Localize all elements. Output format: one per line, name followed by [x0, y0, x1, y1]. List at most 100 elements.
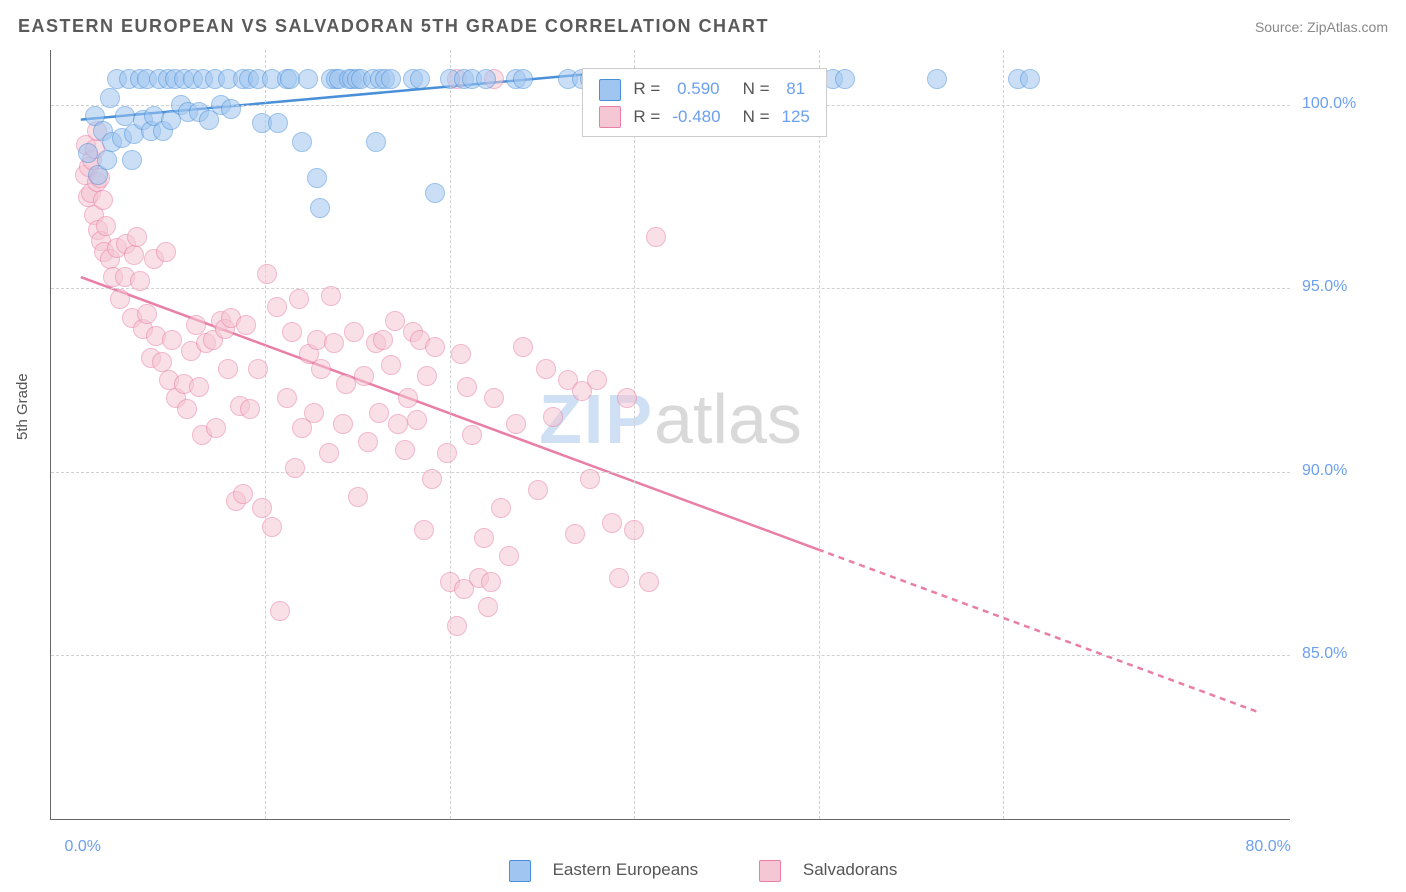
x-tick-label: 0.0% — [65, 838, 101, 856]
scatter-point-pink — [162, 330, 182, 350]
scatter-point-blue — [410, 69, 430, 89]
r-label: R = — [627, 103, 666, 131]
scatter-point-pink — [388, 414, 408, 434]
scatter-point-pink — [321, 286, 341, 306]
scatter-point-pink — [304, 403, 324, 423]
gridline-v — [450, 50, 451, 819]
scatter-point-pink — [437, 443, 457, 463]
scatter-point-blue — [425, 183, 445, 203]
scatter-point-pink — [248, 359, 268, 379]
scatter-point-blue — [366, 132, 386, 152]
gridline-v — [265, 50, 266, 819]
stats-legend: R = 0.590N = 81R =-0.480N =125 — [582, 68, 826, 137]
scatter-point-blue — [122, 150, 142, 170]
gridline-h — [51, 472, 1290, 473]
scatter-point-pink — [277, 388, 297, 408]
scatter-point-pink — [137, 304, 157, 324]
scatter-point-pink — [587, 370, 607, 390]
scatter-point-pink — [270, 601, 290, 621]
scatter-point-pink — [369, 403, 389, 423]
gridline-v — [1003, 50, 1004, 819]
scatter-point-pink — [414, 520, 434, 540]
scatter-point-pink — [417, 366, 437, 386]
scatter-point-pink — [457, 377, 477, 397]
scatter-plot-area: ZIPatlas R = 0.590N = 81R =-0.480N =125 — [50, 50, 1290, 820]
scatter-point-pink — [127, 227, 147, 247]
scatter-point-blue — [115, 106, 135, 126]
scatter-point-pink — [422, 469, 442, 489]
scatter-point-pink — [565, 524, 585, 544]
scatter-point-blue — [310, 198, 330, 218]
y-tick-label: 85.0% — [1302, 645, 1347, 663]
n-label: N = — [727, 75, 776, 103]
scatter-point-pink — [358, 432, 378, 452]
n-value-pink: 125 — [776, 103, 816, 131]
scatter-point-pink — [189, 377, 209, 397]
r-value-blue: 0.590 — [666, 75, 726, 103]
scatter-point-blue — [292, 132, 312, 152]
scatter-point-pink — [639, 572, 659, 592]
chart-header: EASTERN EUROPEAN VS SALVADORAN 5TH GRADE… — [18, 16, 1388, 37]
scatter-point-pink — [152, 352, 172, 372]
series-legend: Eastern Europeans Salvadorans — [0, 860, 1406, 882]
scatter-point-blue — [835, 69, 855, 89]
scatter-point-pink — [236, 315, 256, 335]
scatter-point-pink — [93, 190, 113, 210]
scatter-point-pink — [484, 388, 504, 408]
scatter-point-blue — [1020, 69, 1040, 89]
scatter-point-pink — [257, 264, 277, 284]
scatter-point-pink — [324, 333, 344, 353]
scatter-point-pink — [177, 399, 197, 419]
scatter-point-pink — [319, 443, 339, 463]
scatter-point-pink — [481, 572, 501, 592]
scatter-point-pink — [407, 410, 427, 430]
scatter-point-pink — [96, 216, 116, 236]
scatter-point-pink — [425, 337, 445, 357]
scatter-point-blue — [221, 99, 241, 119]
legend-swatch-blue — [509, 860, 531, 882]
scatter-point-pink — [252, 498, 272, 518]
scatter-point-pink — [240, 399, 260, 419]
scatter-point-pink — [206, 418, 226, 438]
scatter-point-pink — [267, 297, 287, 317]
scatter-point-pink — [395, 440, 415, 460]
scatter-point-pink — [646, 227, 666, 247]
scatter-point-pink — [513, 337, 533, 357]
stats-swatch-pink — [599, 106, 621, 128]
scatter-point-pink — [262, 517, 282, 537]
scatter-point-pink — [381, 355, 401, 375]
scatter-point-blue — [268, 113, 288, 133]
y-axis-title: 5th Grade — [14, 373, 31, 440]
n-label: N = — [727, 103, 776, 131]
legend-label-pink: Salvadorans — [803, 860, 898, 879]
chart-title: EASTERN EUROPEAN VS SALVADORAN 5TH GRADE… — [18, 16, 769, 37]
legend-item-pink: Salvadorans — [745, 860, 912, 879]
scatter-point-pink — [543, 407, 563, 427]
scatter-point-blue — [97, 150, 117, 170]
y-tick-label: 100.0% — [1302, 95, 1356, 113]
scatter-point-pink — [354, 366, 374, 386]
legend-label-blue: Eastern Europeans — [553, 860, 699, 879]
scatter-point-pink — [474, 528, 494, 548]
scatter-point-blue — [100, 88, 120, 108]
gridline-h — [51, 655, 1290, 656]
legend-swatch-pink — [759, 860, 781, 882]
scatter-point-pink — [624, 520, 644, 540]
scatter-point-blue — [927, 69, 947, 89]
watermark-atlas: atlas — [654, 380, 802, 458]
scatter-point-pink — [491, 498, 511, 518]
scatter-point-pink — [344, 322, 364, 342]
r-value-pink: -0.480 — [666, 103, 726, 131]
scatter-point-pink — [451, 344, 471, 364]
scatter-point-pink — [110, 289, 130, 309]
gridline-v — [634, 50, 635, 819]
scatter-point-pink — [348, 487, 368, 507]
y-tick-label: 90.0% — [1302, 462, 1347, 480]
y-tick-label: 95.0% — [1302, 278, 1347, 296]
scatter-point-pink — [536, 359, 556, 379]
scatter-point-blue — [307, 168, 327, 188]
legend-item-blue: Eastern Europeans — [495, 860, 717, 879]
scatter-point-blue — [381, 69, 401, 89]
source-attribution: Source: ZipAtlas.com — [1255, 19, 1388, 35]
scatter-point-pink — [156, 242, 176, 262]
